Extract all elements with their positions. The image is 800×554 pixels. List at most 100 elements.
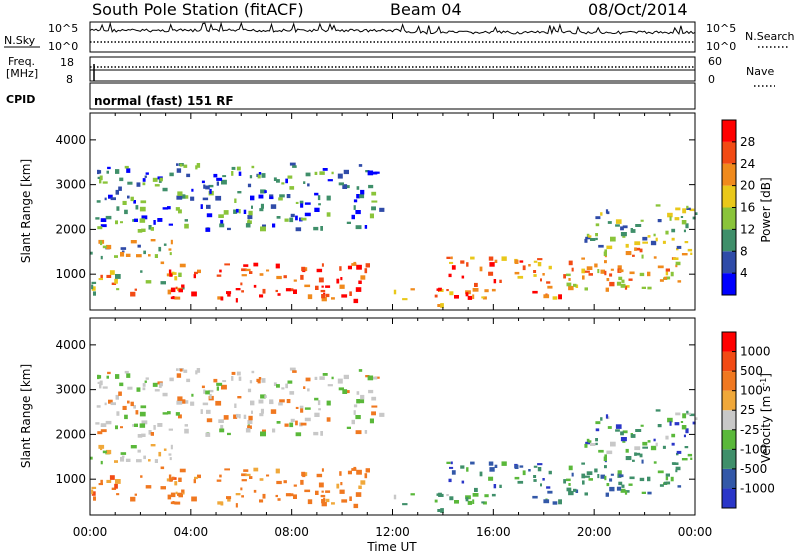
power-cell [342,184,348,189]
power-cell [695,212,698,215]
velocity-cell [585,441,591,445]
colorbar-tick-label: 8 [740,244,748,258]
power-cell [130,196,134,202]
velocity-cell [341,499,348,503]
nsky-trace [89,21,696,36]
power-cell [314,207,320,212]
power-cell [168,248,172,251]
power-cell [595,233,598,237]
velocity-cell [97,374,100,380]
colorbar-swatch [722,429,736,450]
velocity-cell [546,486,551,489]
power-cell [615,219,622,224]
velocity-cell [481,501,485,504]
velocity-cell [321,499,326,504]
colorbar-swatch [722,229,736,252]
power-cell [170,287,176,293]
power-cell [371,171,378,175]
velocity-cell [364,473,368,479]
velocity-cell [584,475,590,478]
power-cell [191,291,197,297]
power-cell [609,281,615,287]
power-cell [248,210,253,216]
velocity-cell [100,479,103,483]
power-cell [689,208,695,212]
velocity-cell [584,443,588,448]
velocity-cell [339,471,342,476]
power-cell [674,217,680,221]
velocity-cell [371,405,378,408]
velocity-cell [116,493,120,496]
velocity-cell [448,478,452,483]
power-cell [217,296,223,300]
power-cell [293,289,297,294]
power-cell [625,285,630,288]
velocity-cell [318,482,324,488]
power-cell [172,296,175,300]
freq-tick-top: 18 [60,56,74,69]
power-cell [493,279,497,284]
velocity-cell [241,473,247,477]
cpid-panel: CPID normal (fast) 151 RF [6,82,696,110]
velocity-cell [289,367,296,371]
power-cell [605,287,609,292]
velocity-cell [371,376,378,380]
velocity-cell [367,375,374,381]
power-cell [402,298,408,301]
colorbar-tick-label: 500 [740,364,763,378]
power-cell [546,281,551,284]
power-cell [126,168,131,173]
velocity-cell [148,430,152,435]
power-cell [174,276,178,281]
power-cell [325,293,330,298]
power-cell [276,275,282,280]
velocity-cell [624,491,628,495]
velocity-cell [316,473,323,478]
power-cell [169,252,172,256]
velocity-cell [325,490,331,493]
power-cell [114,278,118,284]
velocity-cell [184,428,189,434]
velocity-cell [682,413,687,419]
power-cell [321,297,327,302]
velocity-cell [100,460,103,465]
velocity-cell [226,496,232,500]
velocity-cell [174,501,181,505]
velocity-cell [283,480,287,484]
power-cell [548,265,552,270]
velocity-cell [102,450,107,454]
power-cell [278,197,283,201]
power-cell [434,294,438,298]
velocity-cell [595,438,598,442]
velocity-cell [236,371,241,376]
power-cell [136,254,142,258]
velocity-cell [609,486,615,492]
velocity-colorbar-label: Velocity [m s-1] [759,373,773,463]
velocity-cell [655,442,658,447]
velocity-cell [227,432,231,436]
velocity-cell [134,493,137,496]
power-cell [603,251,607,256]
velocity-cell [206,409,211,414]
power-cell [625,251,632,256]
velocity-cell [610,473,614,476]
power-cell [657,219,662,223]
velocity-cell [597,474,600,479]
velocity-cell [272,428,276,433]
velocity-cell [353,503,359,509]
power-cell [245,268,251,272]
velocity-cell [501,461,507,466]
power-cell [307,294,313,300]
velocity-cell [181,489,185,493]
power-cell [552,296,558,300]
colorbar-swatch [722,251,736,274]
velocity-cell [205,432,211,437]
power-cell [205,185,210,190]
velocity-cell [314,397,319,401]
power-cell [351,263,357,266]
power-cell [558,294,562,300]
power-cell [585,236,591,240]
velocity-cell [110,402,116,406]
velocity-cell [120,452,127,455]
power-cell [320,289,326,293]
